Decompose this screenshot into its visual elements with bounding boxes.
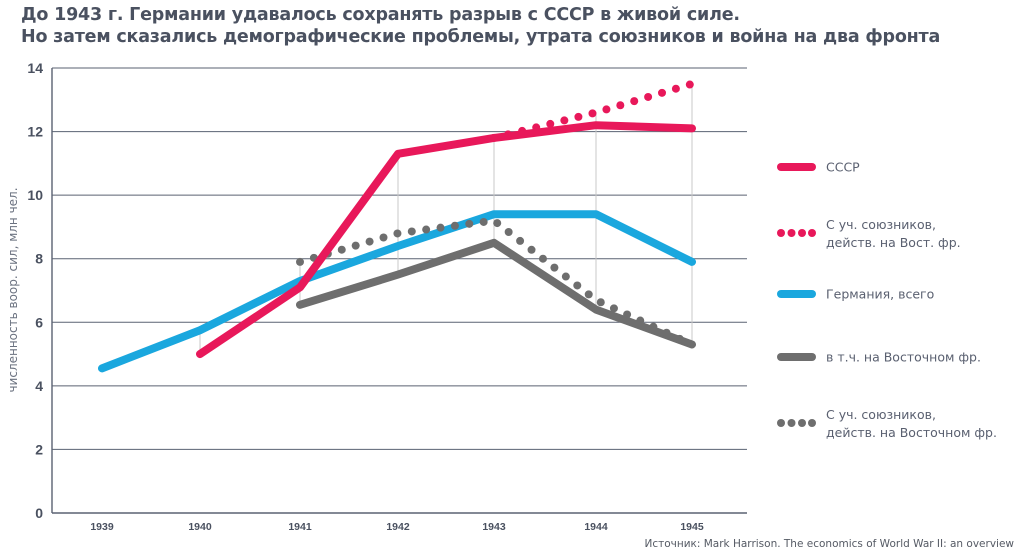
legend-swatch-dot	[798, 229, 806, 237]
series-dot	[504, 130, 513, 139]
series-dot	[532, 123, 541, 132]
legend-swatch-dot	[777, 419, 785, 427]
chart-title: До 1943 г. Германии удавалось сохранять …	[21, 4, 940, 48]
legend-label: Германия, всего	[826, 287, 934, 302]
series-dot	[658, 88, 667, 97]
x-tick-label: 1945	[680, 521, 704, 533]
legend-swatch-dot	[777, 229, 785, 237]
series-dot	[436, 223, 445, 232]
series-dot	[602, 105, 611, 114]
y-tick-label: 6	[35, 314, 43, 330]
x-tick-label: 1942	[386, 521, 410, 533]
legend-label: в т.ч. на Восточном фр.	[826, 350, 981, 365]
y-tick-label: 8	[35, 251, 43, 267]
series-1	[490, 80, 694, 142]
legend-label: СССР	[826, 160, 860, 175]
chart-title-line-1: До 1943 г. Германии удавалось сохранять …	[21, 5, 740, 25]
series-dot	[538, 254, 547, 263]
series-line	[98, 210, 696, 373]
y-tick-label: 12	[27, 124, 43, 140]
legend-label: действ. на Вост. фр.	[826, 235, 961, 250]
series-dot	[504, 227, 513, 236]
series-dot	[649, 322, 658, 331]
x-tick-label: 1940	[188, 521, 212, 533]
series-0	[196, 121, 696, 359]
series-dot	[351, 241, 360, 250]
y-tick-label: 0	[35, 505, 43, 521]
series-line	[296, 238, 696, 349]
series-dot	[296, 257, 304, 266]
x-tick-label: 1944	[584, 521, 608, 533]
series-line	[196, 121, 696, 359]
series-dot	[609, 304, 618, 313]
series-dot	[675, 334, 684, 343]
series-dot	[479, 217, 488, 226]
legend-item: СССР	[777, 160, 860, 175]
series-dot	[337, 245, 346, 254]
legend-item: Германия, всего	[777, 287, 934, 302]
source-note: Источник: Mark Harrison. The economics o…	[644, 538, 1014, 550]
series-dot	[623, 310, 632, 319]
series-dot	[644, 92, 653, 101]
legend-swatch-dot	[808, 419, 816, 427]
series-dot	[490, 133, 498, 142]
series-dot	[407, 227, 416, 236]
series-dot	[518, 126, 527, 135]
series-dot	[574, 112, 583, 121]
series-2	[98, 210, 696, 373]
series-dot	[636, 316, 645, 325]
series-dot	[573, 281, 582, 290]
legend-item: в т.ч. на Восточном фр.	[777, 350, 981, 365]
gridlines	[51, 67, 747, 514]
series-dot	[550, 263, 559, 272]
legend-label: С уч. союзников,	[826, 407, 936, 422]
series-dot	[662, 328, 671, 337]
legend-item: С уч. союзников, действ. на Вост. фр.	[777, 217, 961, 250]
y-axis-label: численность воор. сил, млн чел.	[6, 187, 20, 392]
series-dot	[616, 101, 625, 110]
legend-swatch-dot	[808, 229, 816, 237]
series-3	[296, 238, 696, 349]
series-dot	[493, 219, 502, 228]
legend-label: С уч. союзников,	[826, 217, 936, 232]
chart-title-line-2: Но затем сказались демографические пробл…	[21, 27, 941, 47]
series-dot	[588, 109, 597, 118]
x-tick-label: 1941	[288, 521, 312, 533]
series-dot	[516, 236, 525, 245]
y-axis-ticks: 0 2 4 6 8 10 12 14	[27, 60, 43, 521]
series-group	[98, 80, 696, 373]
legend: СССР С уч. союзников, действ. на Вост. фр.…	[777, 160, 997, 440]
x-axis-ticks: 1939 1940 1941 1942 1943 1944 1945	[90, 521, 704, 533]
series-dot	[630, 97, 639, 106]
series-dot	[560, 116, 569, 125]
legend-swatch-dot	[787, 229, 796, 237]
y-tick-label: 4	[35, 378, 43, 394]
series-dot	[527, 245, 536, 254]
legend-label: действ. на Восточном фр.	[826, 425, 997, 440]
legend-swatch-dot	[798, 419, 806, 427]
series-dot	[393, 229, 402, 238]
series-dot	[561, 272, 570, 281]
x-tick-label: 1943	[482, 521, 506, 533]
y-tick-label: 2	[35, 441, 43, 457]
legend-swatch-dot	[787, 419, 796, 427]
y-tick-label: 10	[27, 187, 43, 203]
series-dot	[584, 290, 593, 299]
series-dot	[596, 298, 605, 307]
series-dot	[671, 84, 680, 93]
series-dot	[465, 219, 474, 228]
legend-item: С уч. союзников, действ. на Восточном фр.	[777, 407, 997, 440]
x-tick-label: 1939	[90, 521, 114, 533]
series-dot	[379, 233, 388, 242]
series-dot	[365, 237, 374, 246]
series-dot	[546, 119, 555, 128]
y-tick-label: 14	[27, 60, 43, 76]
series-dot	[422, 225, 431, 234]
series-dot	[685, 80, 694, 89]
series-dot	[450, 221, 459, 230]
